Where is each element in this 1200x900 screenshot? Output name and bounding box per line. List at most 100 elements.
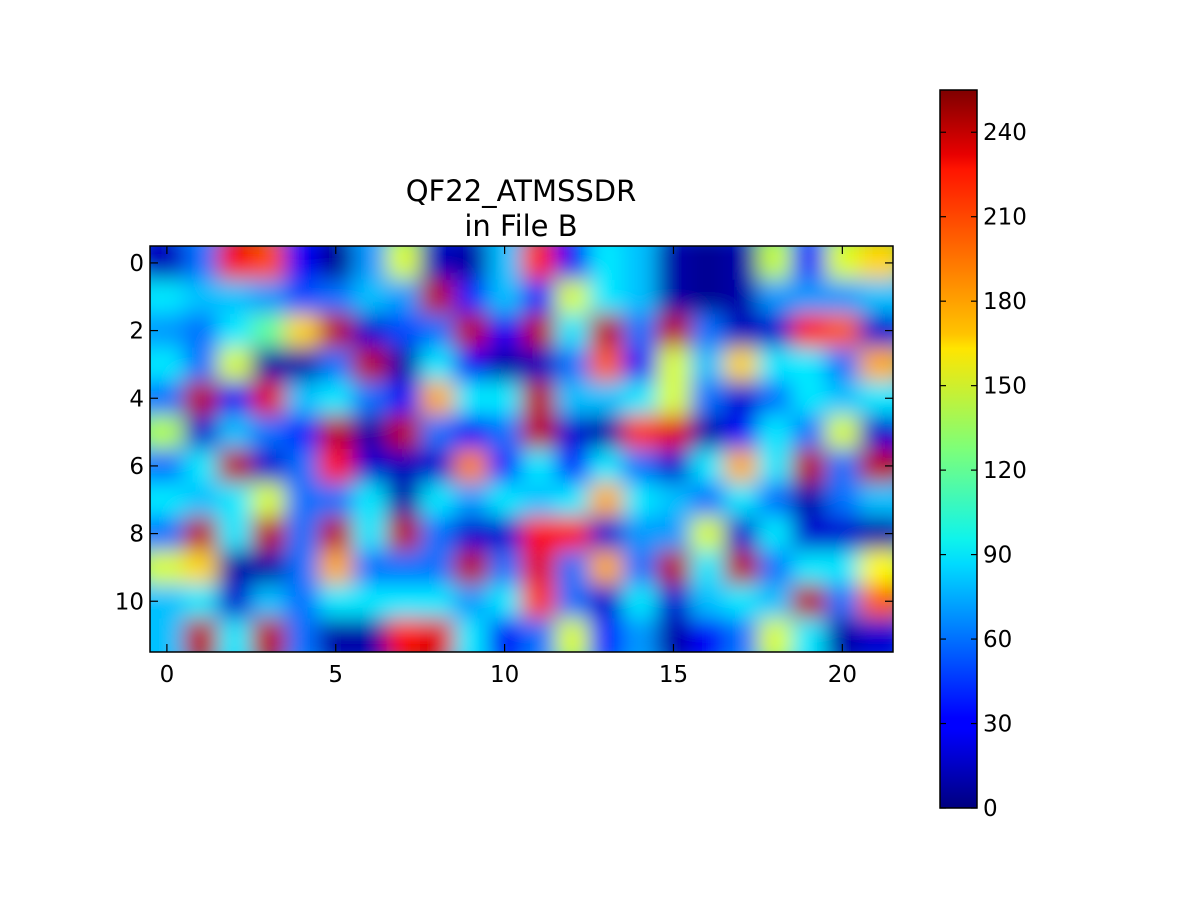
heatmap-cell [183, 347, 219, 382]
y-tick-label: 4 [129, 386, 144, 412]
heatmap-cell [251, 381, 286, 416]
heatmap-cell [656, 246, 691, 281]
heatmap-cell [589, 618, 624, 652]
heatmap-cell [318, 246, 354, 281]
heatmap-cell [555, 347, 590, 382]
heatmap-cell [555, 279, 590, 315]
heatmap-cell [757, 381, 793, 416]
heatmap-cell [386, 381, 421, 416]
heatmap-cell [622, 618, 658, 652]
heatmap-cell [521, 584, 556, 619]
heatmap-cell [420, 415, 455, 450]
heatmap-cell [285, 381, 320, 416]
heatmap-cell [791, 550, 827, 585]
heatmap-cell [690, 618, 725, 652]
colorbar-gradient [939, 89, 978, 809]
heatmap-cell [622, 279, 658, 315]
heatmap-cell [285, 584, 320, 619]
heatmap-cell [622, 246, 658, 281]
heatmap-cell [521, 381, 556, 416]
colorbar-tick-label: 120 [983, 458, 1027, 484]
heatmap-cell [150, 449, 185, 484]
heatmap-cell [217, 381, 252, 416]
x-tick-label: 15 [659, 662, 688, 688]
heatmap-cell [183, 482, 219, 518]
heatmap-cell [285, 482, 320, 518]
heatmap-cell [656, 381, 691, 416]
x-tick-label: 5 [328, 662, 343, 688]
colorbar-tick-label: 60 [983, 627, 1012, 653]
heatmap-cell [352, 482, 388, 518]
heatmap-cell [589, 449, 624, 484]
heatmap-cell [285, 415, 320, 450]
heatmap-cell [589, 550, 624, 585]
heatmap-cell [453, 279, 489, 315]
heatmap-cell [724, 516, 759, 552]
heatmap-cell [521, 415, 556, 450]
heatmap-cell [183, 381, 219, 416]
heatmap-cell [791, 279, 827, 315]
heatmap-cell [825, 550, 860, 585]
heatmap-cell [352, 449, 388, 484]
heatmap-cell [791, 449, 827, 484]
heatmap-cell [251, 584, 286, 619]
heatmap-cell [487, 516, 523, 552]
heatmap-cell [487, 313, 523, 349]
heatmap-cell [352, 381, 388, 416]
heatmap-cell [251, 618, 286, 652]
heatmap-cell [386, 279, 421, 315]
heatmap-cell [791, 482, 827, 518]
heatmap-cell [150, 279, 185, 315]
heatmap-cell [555, 381, 590, 416]
heatmap-cell [318, 550, 354, 585]
heatmap-cell [859, 347, 893, 382]
colorbar-tick-label: 180 [983, 289, 1027, 315]
x-tick-label: 20 [828, 662, 857, 688]
heatmap-cell [589, 347, 624, 382]
heatmap-cell [217, 584, 252, 619]
heatmap-cell [555, 482, 590, 518]
heatmap-cell [217, 618, 252, 652]
heatmap-cell [285, 246, 320, 281]
heatmap-cell [622, 584, 658, 619]
heatmap-cell [757, 415, 793, 450]
heatmap-cell [555, 415, 590, 450]
heatmap-cell [656, 516, 691, 552]
x-axis: 0 5 10 15 20 [160, 246, 857, 688]
y-tick-label: 8 [129, 522, 144, 548]
chart-subtitle: in File B [464, 209, 577, 243]
heatmap-cell [251, 279, 286, 315]
heatmap-cell [724, 415, 759, 450]
heatmap-cell [352, 516, 388, 552]
heatmap-cell [521, 246, 556, 281]
heatmap-cell [285, 618, 320, 652]
heatmap-cell [453, 550, 489, 585]
heatmap-cell [859, 381, 893, 416]
heatmap-cell [555, 449, 590, 484]
heatmap-cell [453, 415, 489, 450]
heatmap-cell [285, 313, 320, 349]
heatmap-cell [555, 246, 590, 281]
heatmap-cell [183, 279, 219, 315]
colorbar-tick-label: 150 [983, 374, 1027, 400]
heatmap-cell [183, 415, 219, 450]
heatmap-cell [521, 550, 556, 585]
heatmap-cell [724, 313, 759, 349]
heatmap-cell [589, 516, 624, 552]
heatmap-cell [386, 550, 421, 585]
heatmap-cell [825, 516, 860, 552]
heatmap-cell [285, 449, 320, 484]
heatmap-cell [183, 550, 219, 585]
heatmap-cell [690, 550, 725, 585]
heatmap-cell [589, 381, 624, 416]
heatmap-cell [150, 618, 185, 652]
heatmap-cell [859, 313, 893, 349]
heatmap-cell [859, 618, 893, 652]
heatmap-cell [150, 246, 185, 281]
heatmap-cell [318, 516, 354, 552]
heatmap-cell [318, 279, 354, 315]
heatmap-cell [622, 449, 658, 484]
heatmap-cell [791, 313, 827, 349]
heatmap-cell [251, 550, 286, 585]
